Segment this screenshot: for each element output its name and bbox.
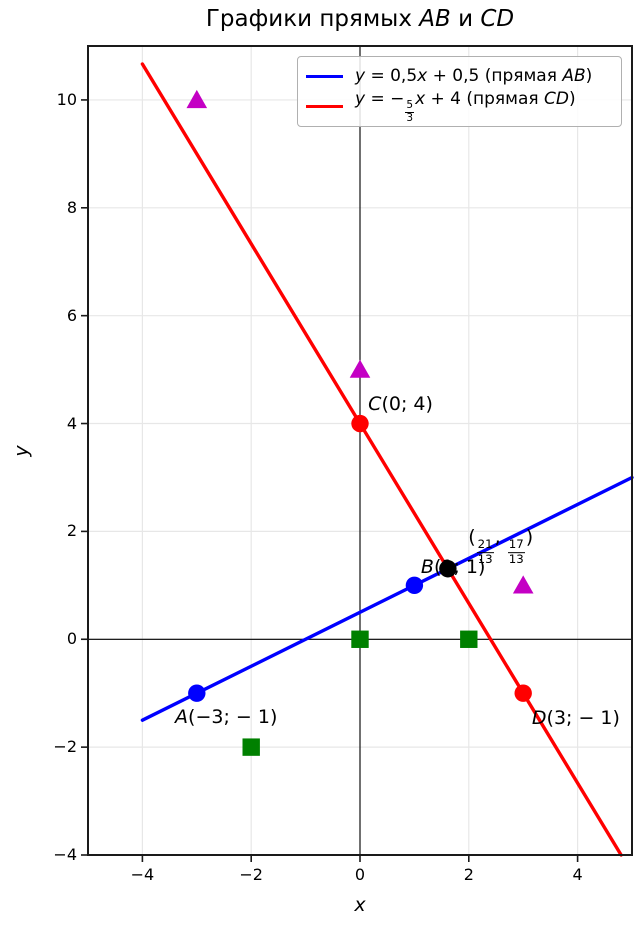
y-tick-label: 0 (66, 629, 77, 649)
green-square-marker (460, 630, 478, 648)
line-AB (140, 475, 634, 722)
text-segment: ) (585, 66, 593, 87)
text-segment: (0; 4) (381, 393, 433, 416)
text-segment: = − (365, 88, 405, 109)
y-tick-label: −4 (53, 845, 77, 865)
point-label-A: A(−3; − 1) (175, 706, 278, 729)
fraction: 21 13 (476, 537, 494, 566)
point-A-B-marker (405, 576, 424, 595)
text-segment: x (415, 88, 426, 109)
green-square-marker (351, 630, 369, 648)
point-A-B-marker (188, 684, 206, 702)
magenta-triangle-marker (512, 575, 534, 594)
green-square-marker (242, 738, 260, 756)
x-tick-label: −4 (130, 865, 155, 884)
text-segment: y (355, 66, 366, 87)
point-label-C: C(0; 4) (368, 393, 433, 416)
legend-line-sample (306, 74, 343, 78)
text-segment: (−3; − 1) (188, 706, 278, 729)
x-tick-label: 0 (354, 865, 366, 884)
title-segment-ab: AB (419, 6, 451, 32)
y-tick-label: 8 (66, 198, 77, 217)
text-segment: , (494, 526, 507, 549)
legend-item-label: y = 0,5x + 0,5 (прямая AB) (355, 66, 592, 86)
text-segment: = 0,5 (365, 66, 418, 87)
y-tick-label: 10 (56, 90, 77, 110)
text-segment: y (355, 88, 366, 109)
point-label-D: D(3; − 1) (531, 707, 620, 730)
y-tick-label: 6 (66, 305, 77, 325)
point-C-D-marker (514, 684, 532, 702)
x-axis-label: x (354, 894, 366, 916)
text-segment: D (531, 707, 547, 730)
text-segment: + 0,5 (прямая (427, 66, 563, 87)
x-tick-label: 2 (463, 865, 474, 884)
text-segment: ( (468, 526, 476, 549)
legend-item-label: y = −5 3 x + 4 (прямая CD) (355, 89, 576, 125)
magenta-triangle-marker (186, 89, 208, 109)
chart-title: Графики прямых AB и CD (88, 6, 632, 32)
text-segment: C (368, 393, 382, 416)
text-segment: + 4 (прямая (425, 88, 545, 109)
y-tick-label: 4 (66, 413, 77, 433)
text-segment: ) (525, 526, 534, 549)
title-segment-2: и (450, 6, 481, 32)
text-segment: B (420, 556, 434, 579)
title-segment-1: Графики прямых (205, 6, 420, 32)
legend-item-line-AB: y = 0,5x + 0,5 (прямая AB) (306, 61, 613, 91)
line-CD (140, 62, 623, 857)
title-segment-cd: CD (480, 6, 515, 32)
legend-line-sample (306, 105, 343, 109)
text-segment: x (417, 66, 428, 87)
intersection-label: (21 13, 17 13) (468, 526, 534, 566)
text-segment: ) (569, 88, 576, 109)
point-C-D-marker (351, 414, 369, 433)
text-segment: (3; − 1) (546, 707, 620, 730)
legend-item-line-CD: y = −5 3 x + 4 (прямая CD) (306, 89, 613, 125)
plot-border (87, 45, 633, 856)
text-segment: AB (562, 66, 586, 87)
x-tick-label: −2 (239, 865, 263, 884)
magenta-triangle-marker (349, 359, 371, 378)
x-tick-label: 4 (572, 865, 583, 884)
intersection-point-marker (439, 560, 457, 578)
text-segment: A (175, 706, 189, 729)
legend: y = 0,5x + 0,5 (прямая AB) y = −5 3 x + 4 (… (297, 56, 622, 127)
y-tick-label: −2 (53, 737, 77, 757)
text-segment: CD (544, 88, 570, 109)
fraction: 17 13 (507, 537, 525, 566)
y-tick-label: 2 (66, 521, 77, 541)
